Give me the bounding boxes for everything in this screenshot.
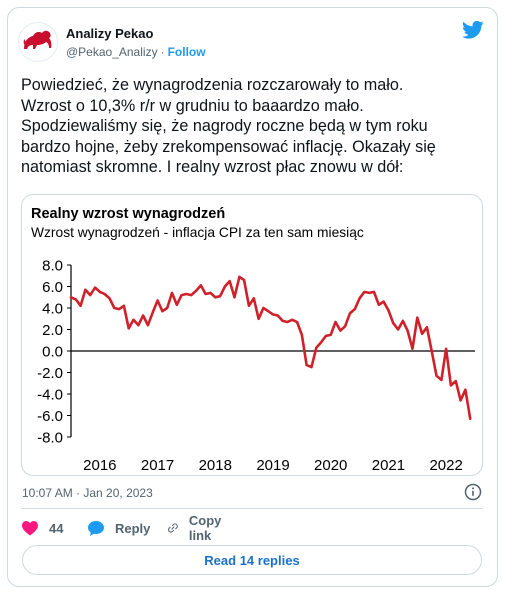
copy-link-label: Copy link bbox=[188, 513, 222, 543]
y-tick-label: 8.0 bbox=[42, 258, 63, 275]
like-button[interactable]: 44 bbox=[21, 518, 63, 538]
read-replies-button[interactable]: Read 14 replies bbox=[22, 545, 482, 575]
speech-bubble-icon bbox=[88, 520, 104, 536]
x-tick-label: 2019 bbox=[256, 457, 289, 474]
tweet-text: Powiedzieć, że wynagrodzenia rozczarował… bbox=[21, 76, 436, 176]
y-tick-label: -6.0 bbox=[37, 408, 63, 425]
x-tick-label: 2018 bbox=[199, 457, 232, 474]
heart-icon bbox=[22, 521, 38, 536]
reply-label: Reply bbox=[115, 520, 151, 536]
x-tick-label: 2020 bbox=[314, 457, 347, 474]
series-layer bbox=[69, 275, 472, 420]
y-tick-label: -4.0 bbox=[37, 387, 63, 404]
x-axis: 2016 2017 2018 2019 2020 2021 2022 bbox=[71, 350, 475, 474]
pekao-bison-logo-icon[interactable] bbox=[18, 22, 58, 62]
series-line bbox=[69, 275, 472, 420]
x-tick-label: 2021 bbox=[372, 457, 405, 474]
author-handle-row: @Pekao_Analizy · Follow bbox=[66, 45, 206, 59]
author-name[interactable]: Analizy Pekao bbox=[66, 26, 154, 41]
twitter-bird-icon[interactable] bbox=[462, 20, 484, 40]
tweet-card bbox=[7, 7, 498, 587]
y-tick-label: 2.0 bbox=[42, 322, 63, 339]
author-handle[interactable]: @Pekao_Analizy bbox=[66, 45, 158, 59]
link-icon bbox=[168, 523, 178, 533]
info-icon[interactable] bbox=[464, 483, 482, 501]
y-tick-label: 4.0 bbox=[42, 301, 63, 318]
real-wage-growth-chart: Realny wzrost wynagrodzeń Wzrost wynagro… bbox=[31, 206, 475, 474]
separator-dot: · bbox=[160, 45, 165, 59]
chart-image[interactable]: Realny wzrost wynagrodzeń Wzrost wynagro… bbox=[21, 194, 483, 476]
chart-title: Realny wzrost wynagrodzeń bbox=[31, 206, 225, 222]
y-axis: 8.0 6.0 4.0 2.0 0.0 -2.0 -4.0 -6.0 -8.0 bbox=[37, 258, 72, 447]
chart-subtitle: Wzrost wynagrodzeń - inflacja CPI za ten… bbox=[31, 225, 364, 240]
y-tick-label: -2.0 bbox=[37, 365, 63, 382]
follow-button[interactable]: Follow bbox=[167, 45, 206, 59]
copy-link-button[interactable]: Copy link bbox=[167, 513, 228, 543]
y-tick-label: 0.0 bbox=[42, 344, 63, 361]
y-tick-label: 6.0 bbox=[42, 279, 63, 296]
x-tick-label: 2022 bbox=[429, 457, 462, 474]
like-count: 44 bbox=[49, 520, 64, 536]
y-tick-label: -8.0 bbox=[37, 430, 63, 447]
reply-button[interactable]: Reply bbox=[87, 518, 150, 538]
divider bbox=[21, 508, 483, 509]
tweet-timestamp[interactable]: 10:07 AM · Jan 20, 2023 bbox=[22, 486, 153, 500]
x-tick-label: 2017 bbox=[141, 457, 174, 474]
x-tick-label: 2016 bbox=[83, 457, 116, 474]
